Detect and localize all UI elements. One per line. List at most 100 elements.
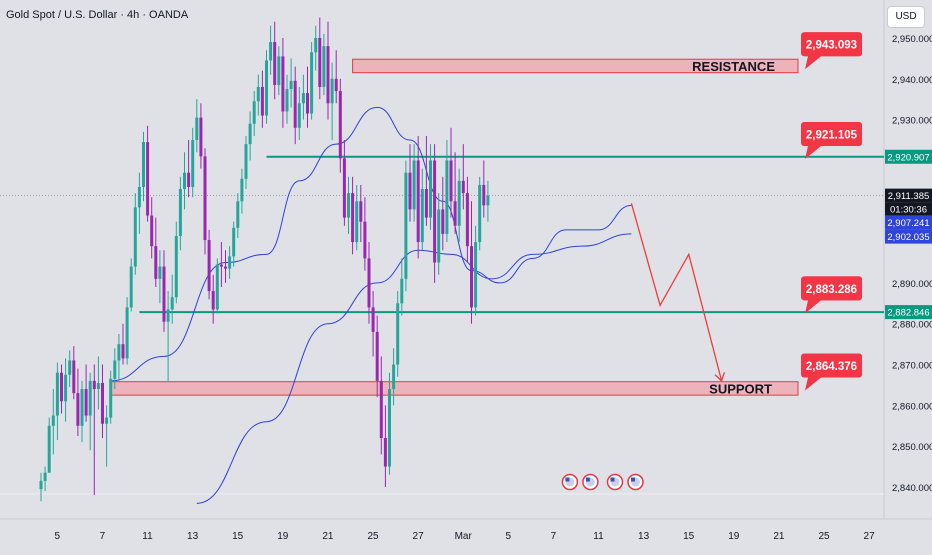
candle[interactable] — [191, 127, 195, 198]
candle[interactable] — [449, 127, 453, 218]
candle[interactable] — [424, 135, 428, 226]
candle[interactable] — [285, 74, 289, 124]
candle[interactable] — [367, 242, 371, 324]
candle[interactable] — [474, 225, 478, 316]
candle[interactable] — [121, 323, 125, 365]
candle[interactable] — [314, 25, 318, 71]
us-flag-icon[interactable] — [561, 473, 579, 491]
candle[interactable] — [392, 348, 396, 406]
candle[interactable] — [486, 180, 490, 222]
candle[interactable] — [338, 78, 342, 173]
candle[interactable] — [174, 221, 178, 304]
candle[interactable] — [351, 176, 355, 255]
candle[interactable] — [117, 333, 121, 381]
candle[interactable] — [470, 201, 473, 324]
time-axis[interactable]: 5 7 11 13 15 19 21 25 27 Mar 5 7 11 13 15 19 21 25 27 — [55, 531, 876, 542]
candle[interactable] — [154, 217, 158, 287]
candle[interactable] — [47, 417, 51, 473]
candle[interactable] — [101, 364, 104, 439]
candle[interactable] — [158, 250, 162, 304]
candle[interactable] — [260, 70, 264, 128]
candle[interactable] — [482, 160, 486, 218]
candle[interactable] — [125, 297, 129, 365]
candle[interactable] — [215, 258, 219, 314]
candle[interactable] — [43, 466, 47, 492]
price-callout[interactable]: 2,921.105 — [801, 121, 862, 159]
candle[interactable] — [326, 21, 330, 120]
candle[interactable] — [236, 193, 240, 239]
candle[interactable] — [441, 176, 445, 251]
candle[interactable] — [64, 358, 68, 422]
candle[interactable] — [207, 229, 211, 300]
candle[interactable] — [84, 364, 88, 422]
candle[interactable] — [146, 125, 150, 222]
price-callout[interactable]: 2,943.093 — [801, 32, 862, 70]
candle[interactable] — [244, 135, 248, 190]
candle[interactable] — [256, 74, 260, 116]
price-callout[interactable]: 2,883.286 — [801, 276, 862, 314]
projection-path[interactable] — [630, 203, 723, 382]
candle[interactable] — [80, 380, 84, 443]
candle[interactable] — [248, 111, 252, 161]
candle[interactable] — [404, 160, 408, 292]
candle[interactable] — [183, 152, 186, 210]
candle[interactable] — [383, 405, 387, 487]
candle[interactable] — [453, 152, 457, 234]
candle[interactable] — [461, 144, 465, 210]
candle[interactable] — [109, 370, 113, 424]
candle[interactable] — [400, 258, 404, 316]
candle[interactable] — [277, 46, 281, 96]
candle[interactable] — [342, 140, 346, 226]
candle[interactable] — [355, 184, 359, 251]
candle[interactable] — [289, 58, 293, 108]
candle[interactable] — [113, 348, 117, 390]
candle[interactable] — [228, 246, 232, 279]
candle[interactable] — [318, 17, 322, 100]
us-flag-icon[interactable] — [606, 473, 624, 491]
candle[interactable] — [105, 405, 109, 467]
candle[interactable] — [416, 135, 420, 259]
candle[interactable] — [347, 176, 350, 234]
zone-resistance[interactable] — [352, 58, 799, 74]
candle[interactable] — [408, 144, 412, 222]
candle[interactable] — [166, 291, 170, 381]
candle[interactable] — [371, 291, 375, 357]
candle[interactable] — [273, 21, 277, 100]
candle[interactable] — [60, 364, 63, 414]
candle[interactable] — [195, 99, 199, 153]
candle[interactable] — [265, 50, 268, 124]
candle[interactable] — [301, 74, 305, 120]
candle[interactable] — [330, 62, 334, 141]
candle[interactable] — [55, 362, 59, 441]
us-flag-icon[interactable] — [627, 473, 644, 491]
candle[interactable] — [379, 356, 383, 455]
candle[interactable] — [306, 66, 309, 128]
candle[interactable] — [269, 25, 273, 75]
price-axis[interactable]: 2,950.000 2,940.000 2,930.000 2,890.000 2,88… — [892, 34, 932, 494]
candle[interactable] — [224, 250, 227, 283]
candle[interactable] — [240, 168, 244, 214]
candle[interactable] — [187, 140, 191, 198]
candle[interactable] — [445, 140, 449, 243]
candle[interactable] — [252, 91, 256, 136]
events-layer[interactable] — [561, 473, 644, 491]
candle[interactable] — [162, 250, 166, 332]
candle[interactable] — [133, 193, 137, 275]
candle[interactable] — [72, 346, 76, 400]
candle[interactable] — [178, 176, 182, 251]
candle[interactable] — [88, 372, 92, 451]
candle[interactable] — [199, 103, 203, 169]
candle[interactable] — [232, 221, 236, 267]
candle[interactable] — [51, 389, 55, 455]
currency-button[interactable]: USD — [887, 6, 925, 28]
candle[interactable] — [478, 176, 482, 251]
candle[interactable] — [137, 172, 141, 234]
candle[interactable] — [322, 33, 326, 96]
candle[interactable] — [39, 472, 43, 502]
candle[interactable] — [433, 144, 437, 283]
candle[interactable] — [142, 131, 145, 202]
us-flag-icon[interactable] — [582, 473, 599, 491]
price-callout[interactable]: 2,864.376 — [801, 353, 862, 391]
candle[interactable] — [170, 274, 174, 324]
